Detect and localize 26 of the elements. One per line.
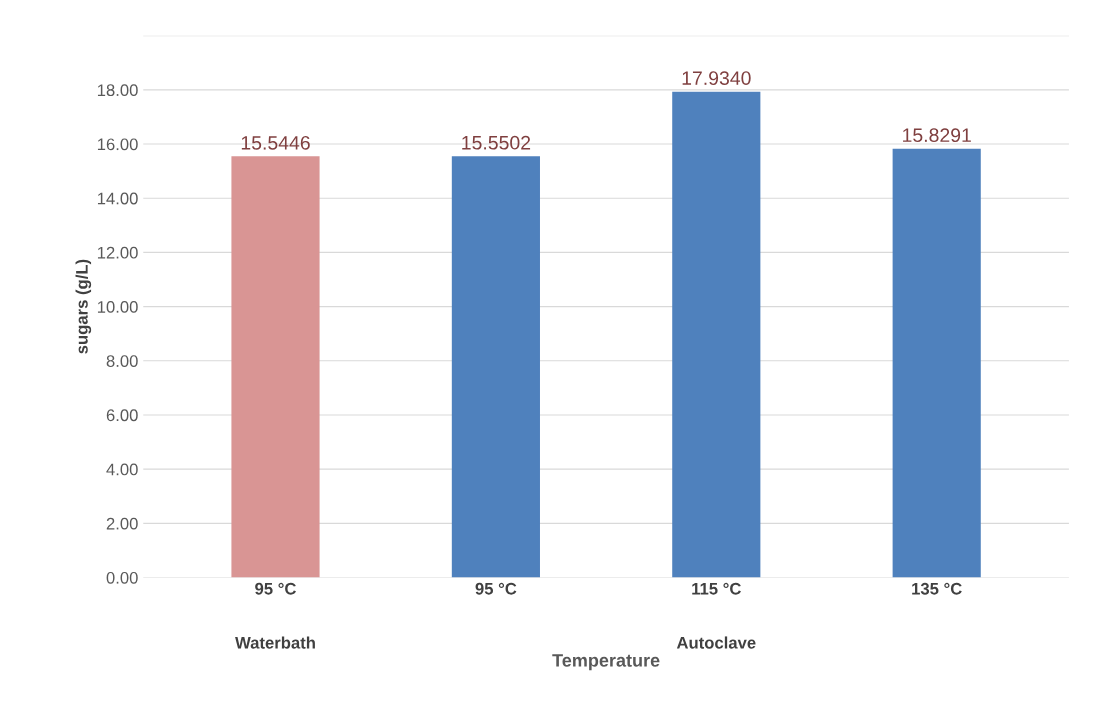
text: Autoclave [676, 636, 756, 649]
bar [892, 148, 981, 578]
bar [451, 156, 540, 578]
bar [672, 91, 761, 578]
y-tick-label: 0.00 [106, 571, 138, 584]
data-label: 15.5502 [462, 135, 531, 150]
data-label: 15.8291 [903, 128, 971, 143]
y-tick-label: 4.00 [106, 463, 138, 476]
x-tick-label: 95 °C [255, 582, 296, 595]
x-tick-label: 135 °C [912, 582, 962, 595]
y-tick-label: 18.00 [97, 84, 138, 97]
x-tick-label: 95 °C [475, 582, 517, 595]
y-axis-title: sugars (g/L) [75, 259, 92, 354]
y-tick-label: 10.00 [97, 300, 138, 313]
data-label: 15.5446 [241, 135, 310, 150]
bar [231, 156, 320, 578]
x-axis-title: Temperature [552, 654, 660, 671]
y-tick-label: 14.00 [97, 192, 138, 205]
y-tick-label: 2.00 [106, 517, 138, 530]
text: Waterbath [235, 636, 315, 649]
y-tick-label: 6.00 [106, 409, 138, 422]
y-tick-label: 8.00 [106, 355, 138, 367]
y-tick-label: 12.00 [97, 246, 138, 259]
y-tick-label: 16.00 [97, 138, 138, 151]
data-label: 17.9340 [682, 71, 751, 86]
x-tick-label: 115 °C [692, 582, 741, 595]
